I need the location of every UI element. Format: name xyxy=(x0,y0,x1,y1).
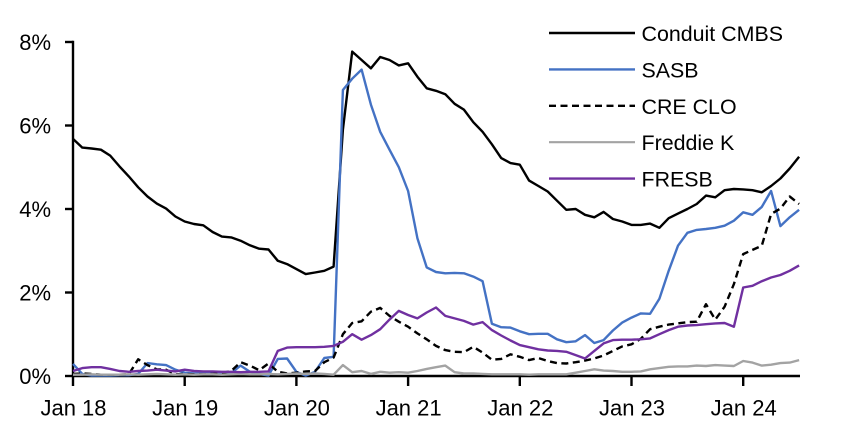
svg-text:Jan 20: Jan 20 xyxy=(264,396,330,421)
svg-text:Jan 23: Jan 23 xyxy=(599,396,665,421)
svg-text:Jan 21: Jan 21 xyxy=(376,396,442,421)
svg-text:Jan 19: Jan 19 xyxy=(152,396,218,421)
svg-text:Freddie K: Freddie K xyxy=(642,131,735,155)
svg-text:FRESB: FRESB xyxy=(642,168,713,192)
svg-text:Jan 18: Jan 18 xyxy=(40,396,106,421)
svg-text:Jan 22: Jan 22 xyxy=(487,396,553,421)
svg-text:8%: 8% xyxy=(19,30,51,55)
svg-text:Jan 24: Jan 24 xyxy=(711,396,777,421)
svg-text:CRE CLO: CRE CLO xyxy=(642,95,737,119)
svg-text:2%: 2% xyxy=(19,281,51,306)
svg-text:SASB: SASB xyxy=(642,58,699,82)
svg-text:0%: 0% xyxy=(19,364,51,389)
svg-text:4%: 4% xyxy=(19,197,51,222)
svg-text:6%: 6% xyxy=(19,114,51,139)
svg-text:Conduit CMBS: Conduit CMBS xyxy=(642,22,783,46)
